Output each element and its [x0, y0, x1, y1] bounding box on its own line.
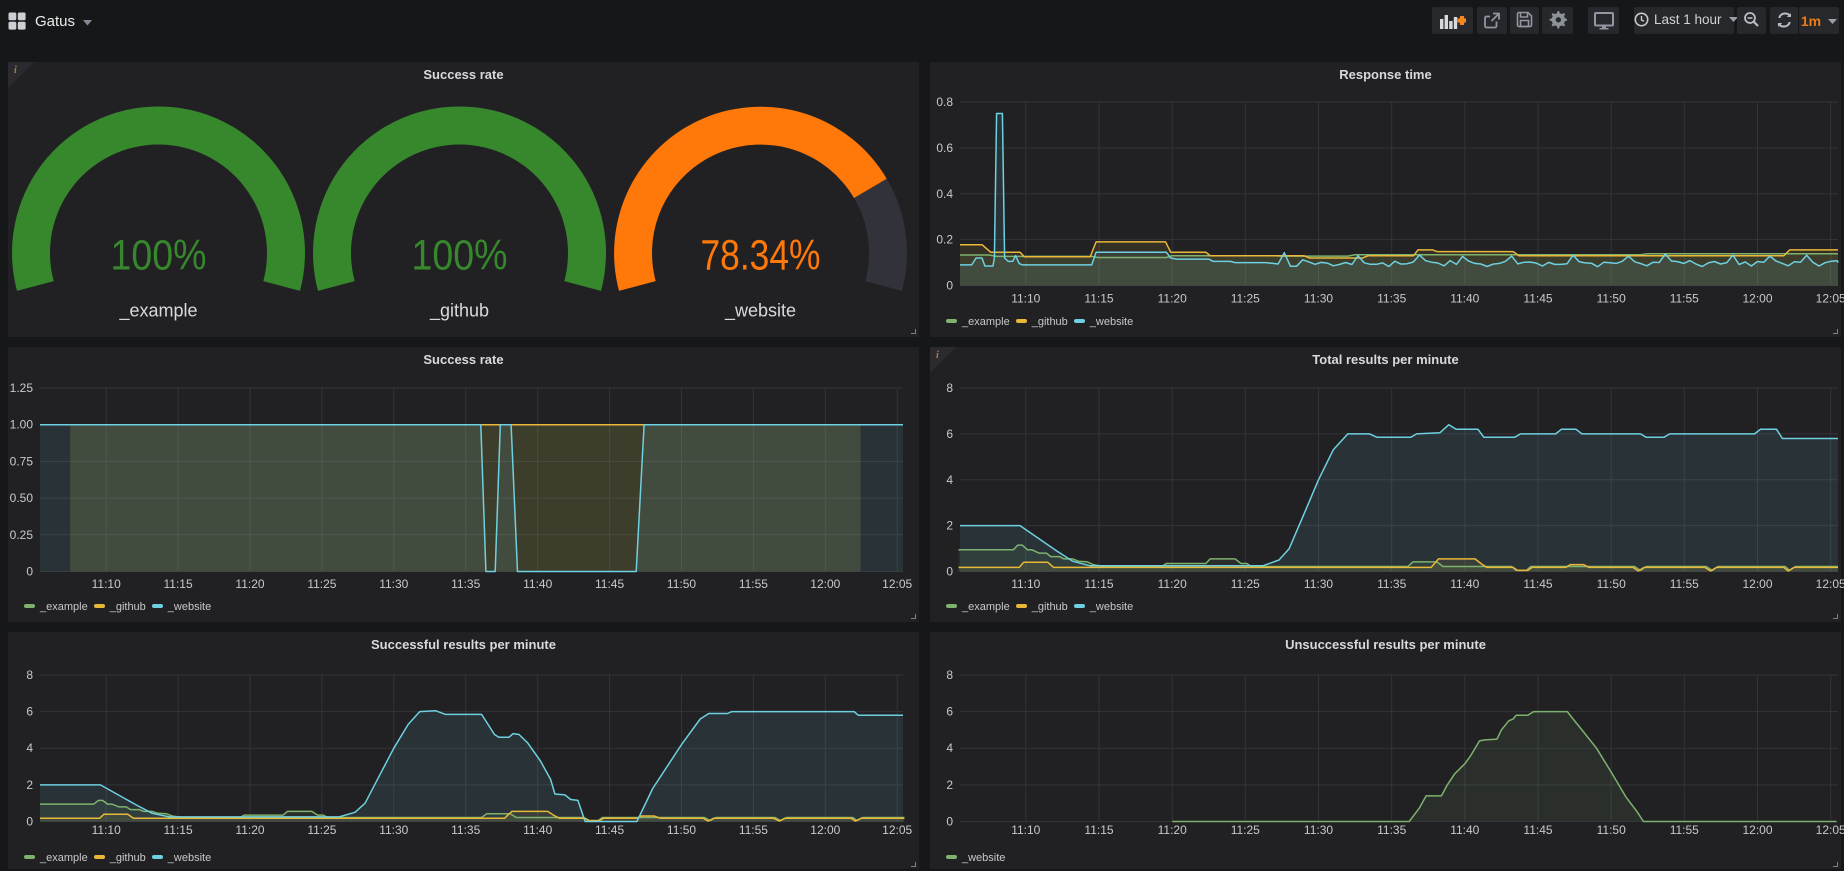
svg-text:0.8: 0.8 — [936, 95, 953, 109]
svg-text:100%: 100% — [111, 232, 207, 280]
svg-text:11:40: 11:40 — [1450, 577, 1479, 591]
svg-text:12:00: 12:00 — [1742, 823, 1772, 837]
svg-text:11:40: 11:40 — [523, 823, 552, 837]
svg-text:11:10: 11:10 — [1011, 577, 1040, 591]
svg-text:11:25: 11:25 — [1231, 577, 1260, 591]
svg-text:6: 6 — [946, 427, 953, 441]
svg-text:11:50: 11:50 — [1597, 823, 1626, 837]
svg-text:11:30: 11:30 — [1304, 823, 1333, 837]
svg-text:11:35: 11:35 — [1377, 577, 1406, 591]
svg-text:12:05: 12:05 — [882, 823, 912, 837]
svg-text:0: 0 — [946, 815, 953, 829]
svg-text:11:35: 11:35 — [451, 823, 480, 837]
svg-text:4: 4 — [946, 741, 953, 755]
svg-text:11:40: 11:40 — [523, 577, 552, 591]
svg-text:11:40: 11:40 — [1450, 292, 1479, 306]
svg-text:11:55: 11:55 — [739, 577, 768, 591]
svg-text:4: 4 — [946, 473, 953, 487]
svg-text:11:25: 11:25 — [1231, 823, 1260, 837]
svg-text:11:15: 11:15 — [1084, 577, 1113, 591]
svg-text:12:05: 12:05 — [1816, 823, 1844, 837]
svg-text:11:45: 11:45 — [1523, 823, 1552, 837]
svg-text:11:25: 11:25 — [307, 823, 336, 837]
svg-text:11:35: 11:35 — [1377, 823, 1406, 837]
svg-text:11:55: 11:55 — [739, 823, 768, 837]
svg-text:11:25: 11:25 — [1231, 292, 1260, 306]
svg-text:11:20: 11:20 — [235, 823, 264, 837]
svg-text:11:15: 11:15 — [1084, 292, 1113, 306]
svg-text:11:55: 11:55 — [1670, 292, 1699, 306]
svg-text:0: 0 — [26, 815, 33, 829]
svg-text:11:20: 11:20 — [1158, 823, 1187, 837]
svg-text:0: 0 — [946, 565, 953, 579]
svg-text:12:05: 12:05 — [1816, 577, 1844, 591]
svg-text:12:00: 12:00 — [810, 577, 840, 591]
svg-text:8: 8 — [946, 668, 953, 682]
svg-text:2: 2 — [26, 778, 33, 792]
svg-text:11:15: 11:15 — [164, 577, 193, 591]
svg-text:11:45: 11:45 — [1523, 292, 1552, 306]
svg-text:12:00: 12:00 — [1742, 292, 1772, 306]
svg-text:0.4: 0.4 — [936, 187, 953, 201]
svg-text:11:30: 11:30 — [1304, 577, 1333, 591]
svg-text:11:10: 11:10 — [1011, 292, 1040, 306]
svg-text:0.2: 0.2 — [936, 233, 953, 247]
svg-text:2: 2 — [946, 778, 953, 792]
svg-text:12:05: 12:05 — [1816, 292, 1844, 306]
svg-text:4: 4 — [26, 741, 33, 755]
svg-text:6: 6 — [26, 705, 33, 719]
svg-text:1.00: 1.00 — [10, 418, 34, 432]
svg-text:11:45: 11:45 — [1523, 577, 1552, 591]
svg-text:78.34%: 78.34% — [701, 232, 821, 280]
svg-text:11:10: 11:10 — [92, 823, 121, 837]
svg-text:11:40: 11:40 — [1450, 823, 1479, 837]
svg-text:11:15: 11:15 — [1084, 823, 1113, 837]
svg-text:12:00: 12:00 — [810, 823, 840, 837]
svg-text:12:05: 12:05 — [882, 577, 912, 591]
svg-text:6: 6 — [946, 705, 953, 719]
svg-text:11:10: 11:10 — [1011, 823, 1040, 837]
svg-text:0: 0 — [946, 279, 953, 293]
svg-text:8: 8 — [946, 381, 953, 395]
svg-text:0.6: 0.6 — [936, 141, 953, 155]
svg-text:11:30: 11:30 — [1304, 292, 1333, 306]
svg-text:0.50: 0.50 — [10, 491, 34, 505]
svg-text:11:30: 11:30 — [379, 823, 408, 837]
svg-text:0: 0 — [26, 565, 33, 579]
svg-text:11:15: 11:15 — [164, 823, 193, 837]
svg-text:1.25: 1.25 — [10, 381, 34, 395]
svg-text:11:25: 11:25 — [307, 577, 336, 591]
svg-text:11:10: 11:10 — [92, 577, 121, 591]
svg-text:0.25: 0.25 — [10, 528, 34, 542]
svg-text:100%: 100% — [412, 232, 508, 280]
svg-text:11:50: 11:50 — [667, 577, 696, 591]
svg-text:11:45: 11:45 — [595, 823, 624, 837]
svg-text:11:20: 11:20 — [1158, 577, 1187, 591]
svg-text:11:20: 11:20 — [1158, 292, 1187, 306]
svg-text:11:50: 11:50 — [1597, 292, 1626, 306]
svg-text:11:35: 11:35 — [451, 577, 480, 591]
svg-text:0.75: 0.75 — [10, 454, 34, 468]
svg-text:_example: _example — [118, 301, 197, 322]
svg-text:12:00: 12:00 — [1742, 577, 1772, 591]
svg-text:_github: _github — [429, 301, 489, 322]
svg-text:11:55: 11:55 — [1670, 823, 1699, 837]
svg-text:11:50: 11:50 — [1597, 577, 1626, 591]
svg-text:8: 8 — [26, 668, 33, 682]
svg-text:11:45: 11:45 — [595, 577, 624, 591]
svg-text:11:30: 11:30 — [379, 577, 408, 591]
svg-text:11:50: 11:50 — [667, 823, 696, 837]
svg-text:2: 2 — [946, 519, 953, 533]
svg-text:11:55: 11:55 — [1670, 577, 1699, 591]
svg-text:11:35: 11:35 — [1377, 292, 1406, 306]
svg-text:11:20: 11:20 — [235, 577, 264, 591]
svg-text:_website: _website — [724, 301, 796, 322]
